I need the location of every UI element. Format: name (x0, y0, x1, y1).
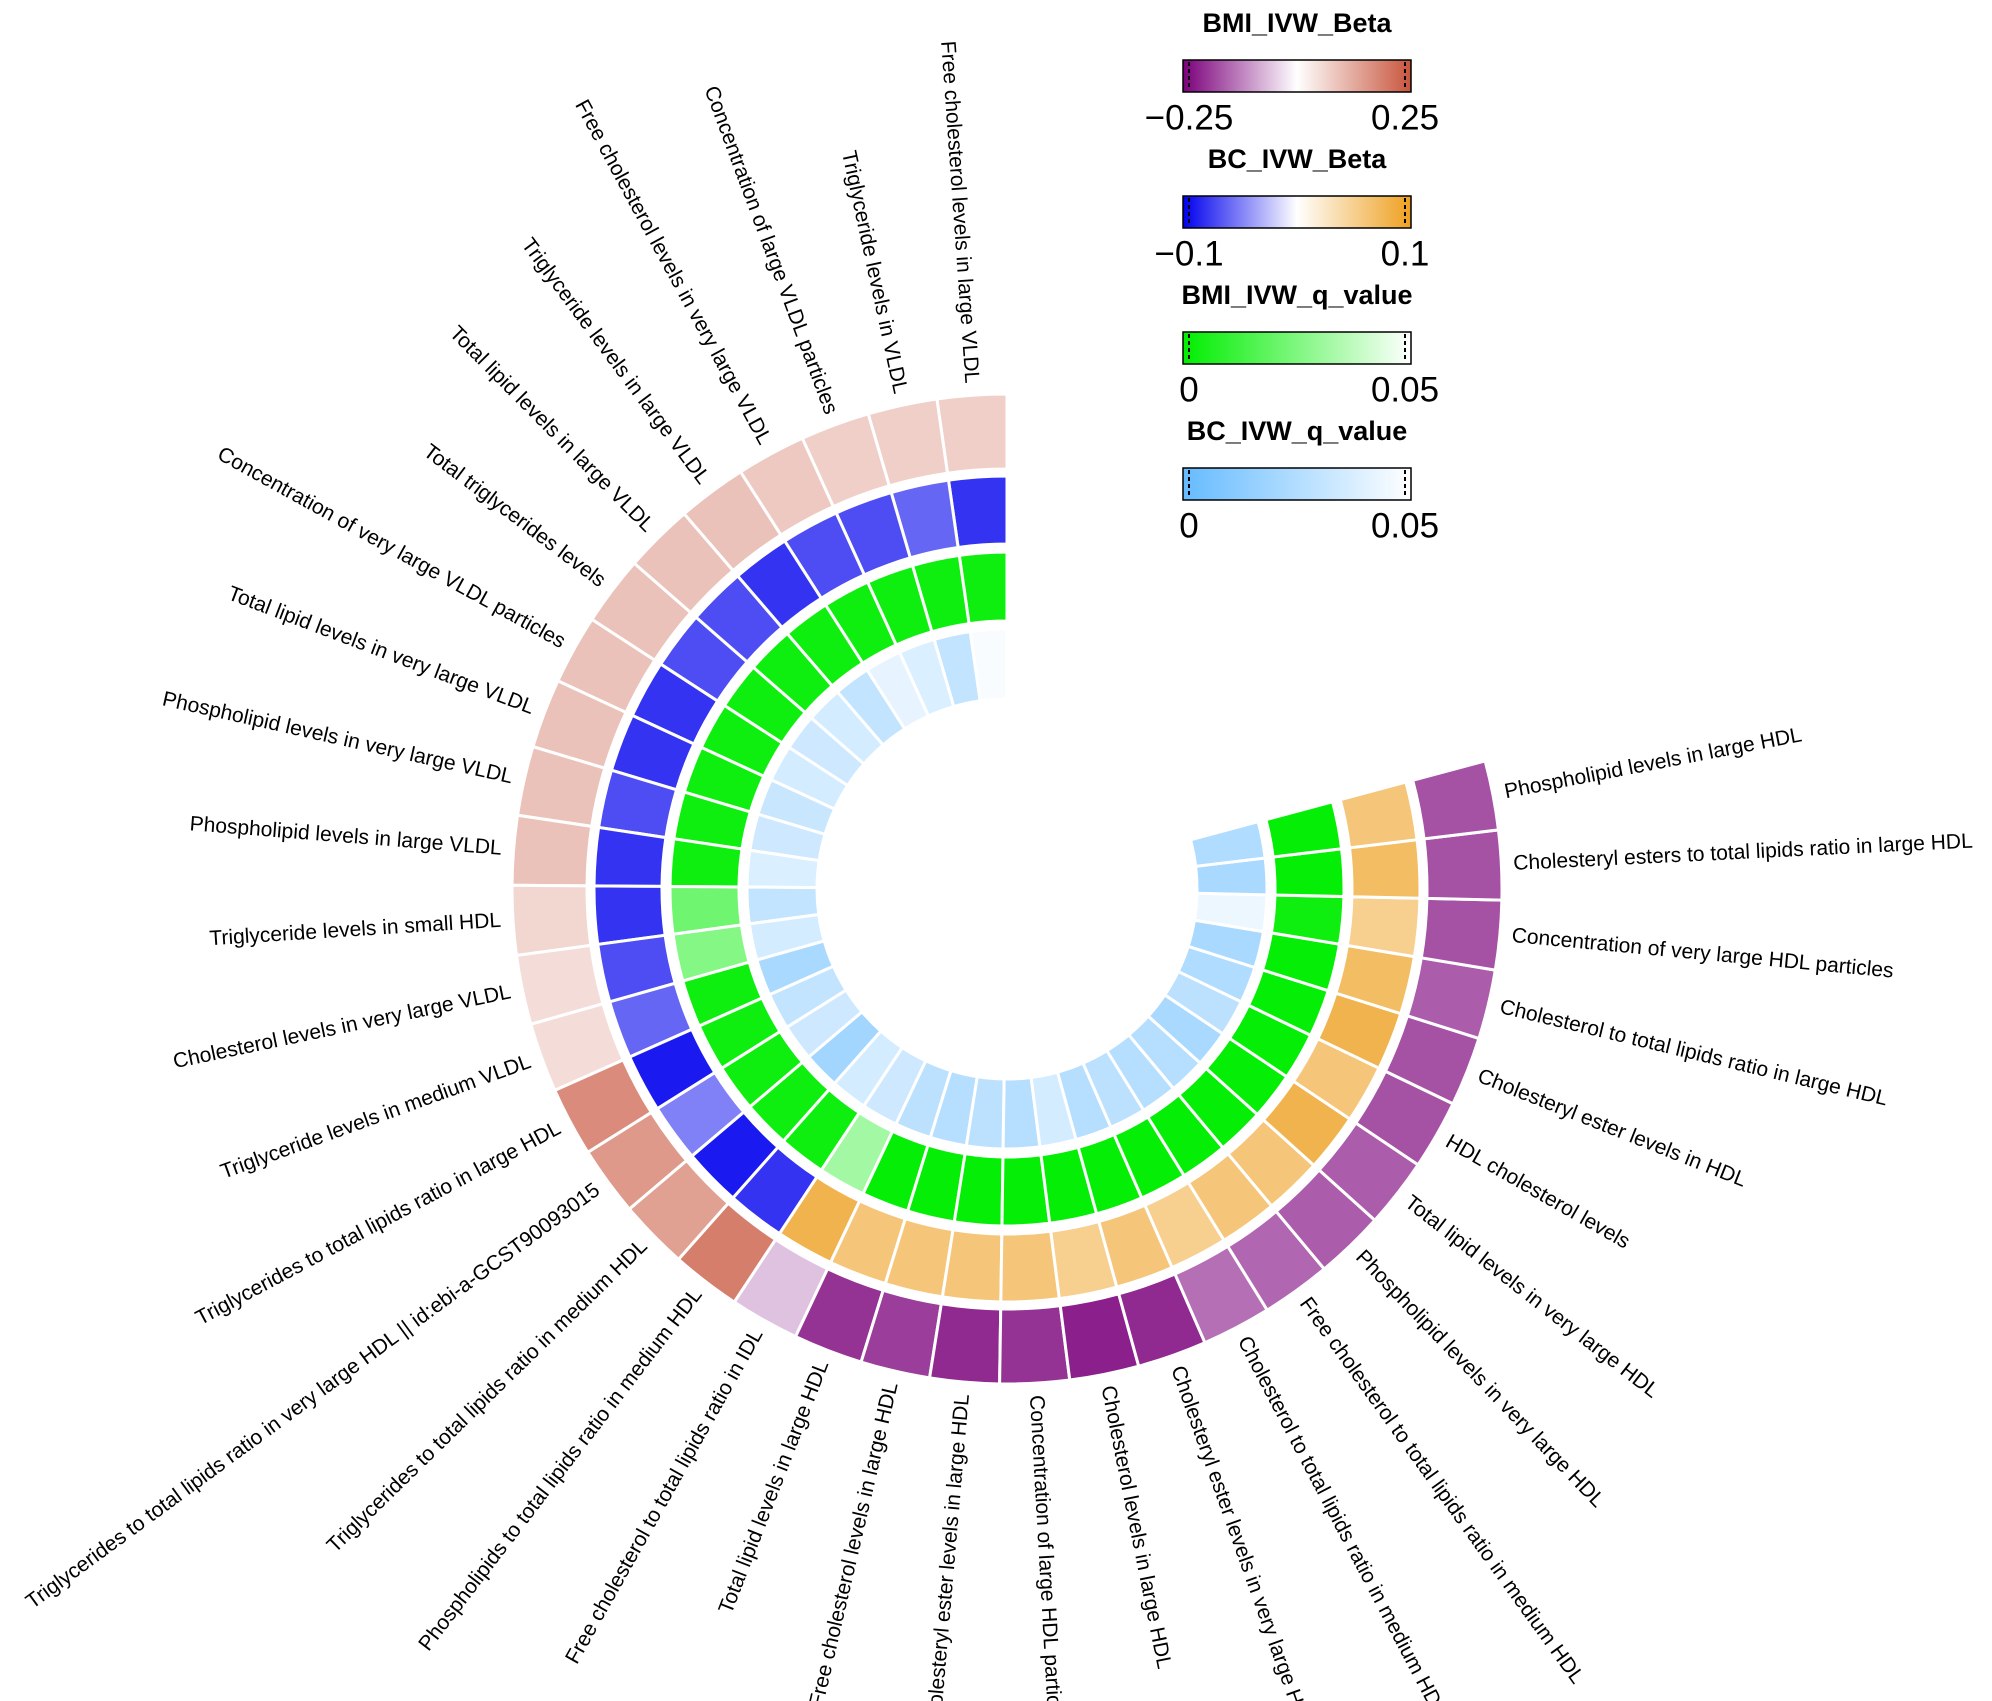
heat-cell (1264, 799, 1344, 859)
category-label: Free cholesterol to total lipids ratio i… (561, 1325, 768, 1668)
colorbar-tick-label: 0.05 (1371, 506, 1439, 545)
heat-cell (510, 813, 594, 888)
colorbar-tick-label: −0.1 (1154, 234, 1223, 273)
category-label: Cholesteryl esters to total lipids ratio… (1513, 830, 1973, 875)
heat-cell (592, 825, 668, 888)
heat-cell (927, 1302, 1003, 1386)
heat-cell (1422, 828, 1504, 902)
category-label: Cholesterol levels in large HDL (1097, 1384, 1176, 1671)
legend-title: BMI_IVW_Beta (1202, 8, 1392, 38)
category-label: Phospholipid levels in very large VLDL (160, 687, 515, 788)
colorbar-tick-label: −0.25 (1145, 98, 1234, 137)
heat-cell (1345, 895, 1422, 959)
category-label: Concentration of very large VLDL particl… (214, 442, 570, 653)
colorbar-tick-label: 0 (1179, 506, 1198, 545)
category-label: Total lipid levels in very large HDL (1400, 1191, 1663, 1403)
heat-cell (668, 837, 744, 889)
colorbar-tick-label: 0.1 (1381, 234, 1430, 273)
legend-title: BMI_IVW_q_value (1181, 280, 1412, 310)
category-label: Concentration of very large HDL particle… (1511, 924, 1895, 983)
heat-cell (998, 1303, 1072, 1386)
category-label: Total lipid levels in large VLDL (445, 322, 659, 537)
category-label: Phospholipid levels in large HDL (1502, 723, 1803, 803)
heat-cell (1188, 819, 1267, 868)
heat-cell (1347, 838, 1422, 900)
heat-cell (1419, 896, 1504, 972)
heat-cell (1410, 759, 1501, 841)
category-label: Cholesterol levels in very large VLDL (171, 980, 513, 1073)
category-label: Phospholipid levels in very large HDL (1351, 1246, 1609, 1512)
heat-cell (999, 1229, 1062, 1304)
category-label: Triglyceride levels in small HDL (209, 909, 502, 951)
legend-title: BC_IVW_q_value (1187, 416, 1408, 446)
category-label: Triglycerides to total lipids ratio in v… (22, 1178, 604, 1613)
category-label: Free cholesterol levels in large HDL (805, 1380, 903, 1701)
category-label: Cholesteryl ester levels in large HDL (922, 1393, 974, 1701)
category-label: Concentration of large HDL particles (1025, 1395, 1067, 1701)
heat-cell (1338, 780, 1419, 850)
colorbar (1182, 59, 1412, 93)
heat-cell (940, 1228, 1004, 1304)
colorbar (1182, 467, 1412, 501)
category-label: Free cholesterol levels in large VLDL (936, 40, 983, 384)
category-label: Triglycerides to total lipids ratio in l… (192, 1117, 565, 1330)
heat-cell (510, 883, 593, 958)
colorbar (1182, 331, 1412, 365)
category-label: Phospholipid levels in large VLDL (189, 812, 503, 859)
legend-title: BC_IVW_Beta (1208, 144, 1388, 174)
heat-cell (935, 392, 1009, 475)
colorbar-tick-label: 0.25 (1371, 98, 1439, 137)
colorbar-tick-label: 0 (1179, 370, 1198, 409)
category-label: Triglyceride levels in VLDL (837, 149, 912, 396)
colorbar (1182, 195, 1412, 229)
colorbar-tick-label: 0.05 (1371, 370, 1439, 409)
